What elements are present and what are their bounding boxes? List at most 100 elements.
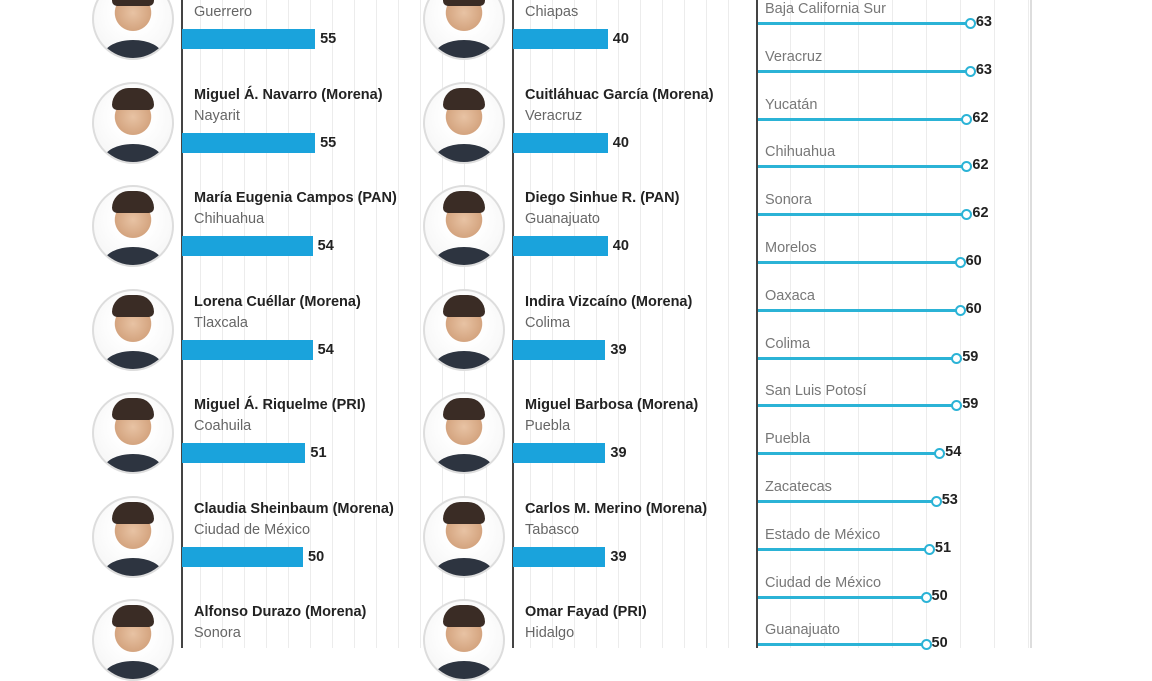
gridline bbox=[244, 0, 245, 648]
avatar bbox=[92, 81, 174, 164]
gridline bbox=[684, 0, 685, 648]
lollipop-value: 50 bbox=[931, 587, 948, 604]
bar-value: 54 bbox=[317, 341, 334, 358]
candidate-state: Veracruz bbox=[525, 107, 583, 124]
candidate-state: Colima bbox=[525, 314, 571, 331]
state-label: Ciudad de México bbox=[765, 574, 882, 591]
lollipop-line bbox=[758, 22, 969, 25]
avatar bbox=[92, 0, 174, 60]
gridline bbox=[354, 0, 355, 648]
lollipop-value: 59 bbox=[962, 396, 979, 413]
lollipop-dot bbox=[954, 304, 966, 316]
bar-value: 39 bbox=[610, 548, 627, 565]
gridline bbox=[222, 0, 223, 648]
bar-value: 40 bbox=[612, 134, 629, 151]
state-label: Guanajuato bbox=[765, 622, 840, 639]
bar-value: 39 bbox=[610, 341, 627, 358]
gridline bbox=[552, 0, 553, 648]
gridline bbox=[662, 0, 663, 648]
bar bbox=[513, 546, 606, 567]
gridline bbox=[530, 0, 531, 648]
bar-value: 40 bbox=[612, 31, 629, 47]
avatar bbox=[92, 495, 174, 578]
candidate-state: Nayarit bbox=[194, 107, 240, 124]
bar bbox=[182, 236, 313, 256]
lollipop-dot bbox=[961, 161, 973, 173]
gridline bbox=[824, 0, 825, 648]
lollipop-line bbox=[758, 165, 966, 169]
lollipop-value: 60 bbox=[965, 253, 982, 269]
lollipop-line bbox=[758, 261, 959, 264]
candidate-state: Coahuila bbox=[194, 418, 252, 434]
panel-border bbox=[1030, 0, 1032, 648]
state-label: Morelos bbox=[765, 240, 817, 256]
lollipop-dot bbox=[930, 496, 942, 507]
lollipop-value: 63 bbox=[975, 14, 992, 30]
gridline bbox=[420, 0, 421, 648]
avatar bbox=[92, 288, 174, 371]
candidate-name: Alfonso Durazo (Morena) bbox=[194, 604, 367, 620]
axis-line bbox=[512, 0, 514, 648]
state-label: Zacatecas bbox=[765, 479, 832, 495]
bar bbox=[513, 29, 608, 49]
gridline bbox=[398, 0, 399, 648]
candidate-name: Miguel Barbosa (Morena) bbox=[525, 397, 699, 413]
lollipop-line bbox=[758, 643, 925, 647]
lollipop-line bbox=[758, 308, 959, 312]
candidate-name: Omar Fayad (PRI) bbox=[525, 604, 647, 620]
gridline bbox=[266, 0, 267, 648]
gridline bbox=[310, 0, 311, 648]
lollipop-value: 51 bbox=[934, 539, 952, 556]
candidate-name: Miguel Á. Navarro (Morena) bbox=[194, 86, 383, 103]
bar-value: 40 bbox=[612, 238, 629, 254]
bar bbox=[182, 546, 303, 567]
candidate-state: Sonora bbox=[194, 625, 241, 641]
gridline bbox=[728, 0, 729, 648]
bar-value: 50 bbox=[308, 548, 325, 565]
gridline bbox=[892, 0, 893, 648]
candidate-name: Cuitláhuac García (Morena) bbox=[525, 86, 714, 103]
lollipop-value: 53 bbox=[941, 492, 958, 508]
lollipop-dot bbox=[961, 209, 973, 221]
avatar bbox=[423, 0, 505, 60]
candidate-name: María Eugenia Campos (PAN) bbox=[194, 190, 397, 206]
avatar bbox=[92, 392, 174, 474]
gridline bbox=[1028, 0, 1029, 648]
lollipop-dot bbox=[923, 543, 935, 555]
lollipop-line bbox=[758, 404, 956, 408]
gridline bbox=[574, 0, 575, 648]
lollipop-line bbox=[758, 500, 935, 503]
lollipop-dot bbox=[954, 257, 966, 268]
state-label: Estado de México bbox=[765, 526, 881, 543]
state-label: Sonora bbox=[765, 192, 812, 209]
gridline bbox=[960, 0, 961, 648]
state-label: Puebla bbox=[765, 431, 811, 448]
candidate-state: Puebla bbox=[525, 418, 571, 434]
candidate-name: Carlos M. Merino (Morena) bbox=[525, 500, 708, 517]
lollipop-line bbox=[758, 117, 966, 121]
lollipop-line bbox=[758, 69, 969, 73]
gridline bbox=[790, 0, 791, 648]
lollipop-line bbox=[758, 356, 956, 360]
state-label: San Luis Potosí bbox=[765, 383, 867, 400]
candidate-name: Claudia Sheinbaum (Morena) bbox=[194, 500, 394, 517]
lollipop-line bbox=[758, 452, 939, 456]
axis-line bbox=[181, 0, 183, 648]
avatar bbox=[423, 599, 505, 681]
lollipop-value: 59 bbox=[962, 348, 979, 365]
lollipop-dot bbox=[934, 448, 946, 460]
lollipop-value: 54 bbox=[945, 444, 962, 461]
lollipop-line bbox=[758, 547, 928, 551]
candidate-state: Tabasco bbox=[525, 521, 580, 538]
lollipop-value: 62 bbox=[972, 157, 989, 174]
avatar bbox=[92, 599, 174, 681]
axis-line bbox=[756, 0, 758, 648]
bar-value: 55 bbox=[320, 31, 337, 47]
bar bbox=[513, 236, 608, 256]
gridline bbox=[926, 0, 927, 648]
state-label: Colima bbox=[765, 335, 811, 352]
bar bbox=[513, 339, 606, 360]
gridline bbox=[994, 0, 995, 648]
candidate-state: Chihuahua bbox=[194, 211, 265, 227]
gridline bbox=[706, 0, 707, 648]
